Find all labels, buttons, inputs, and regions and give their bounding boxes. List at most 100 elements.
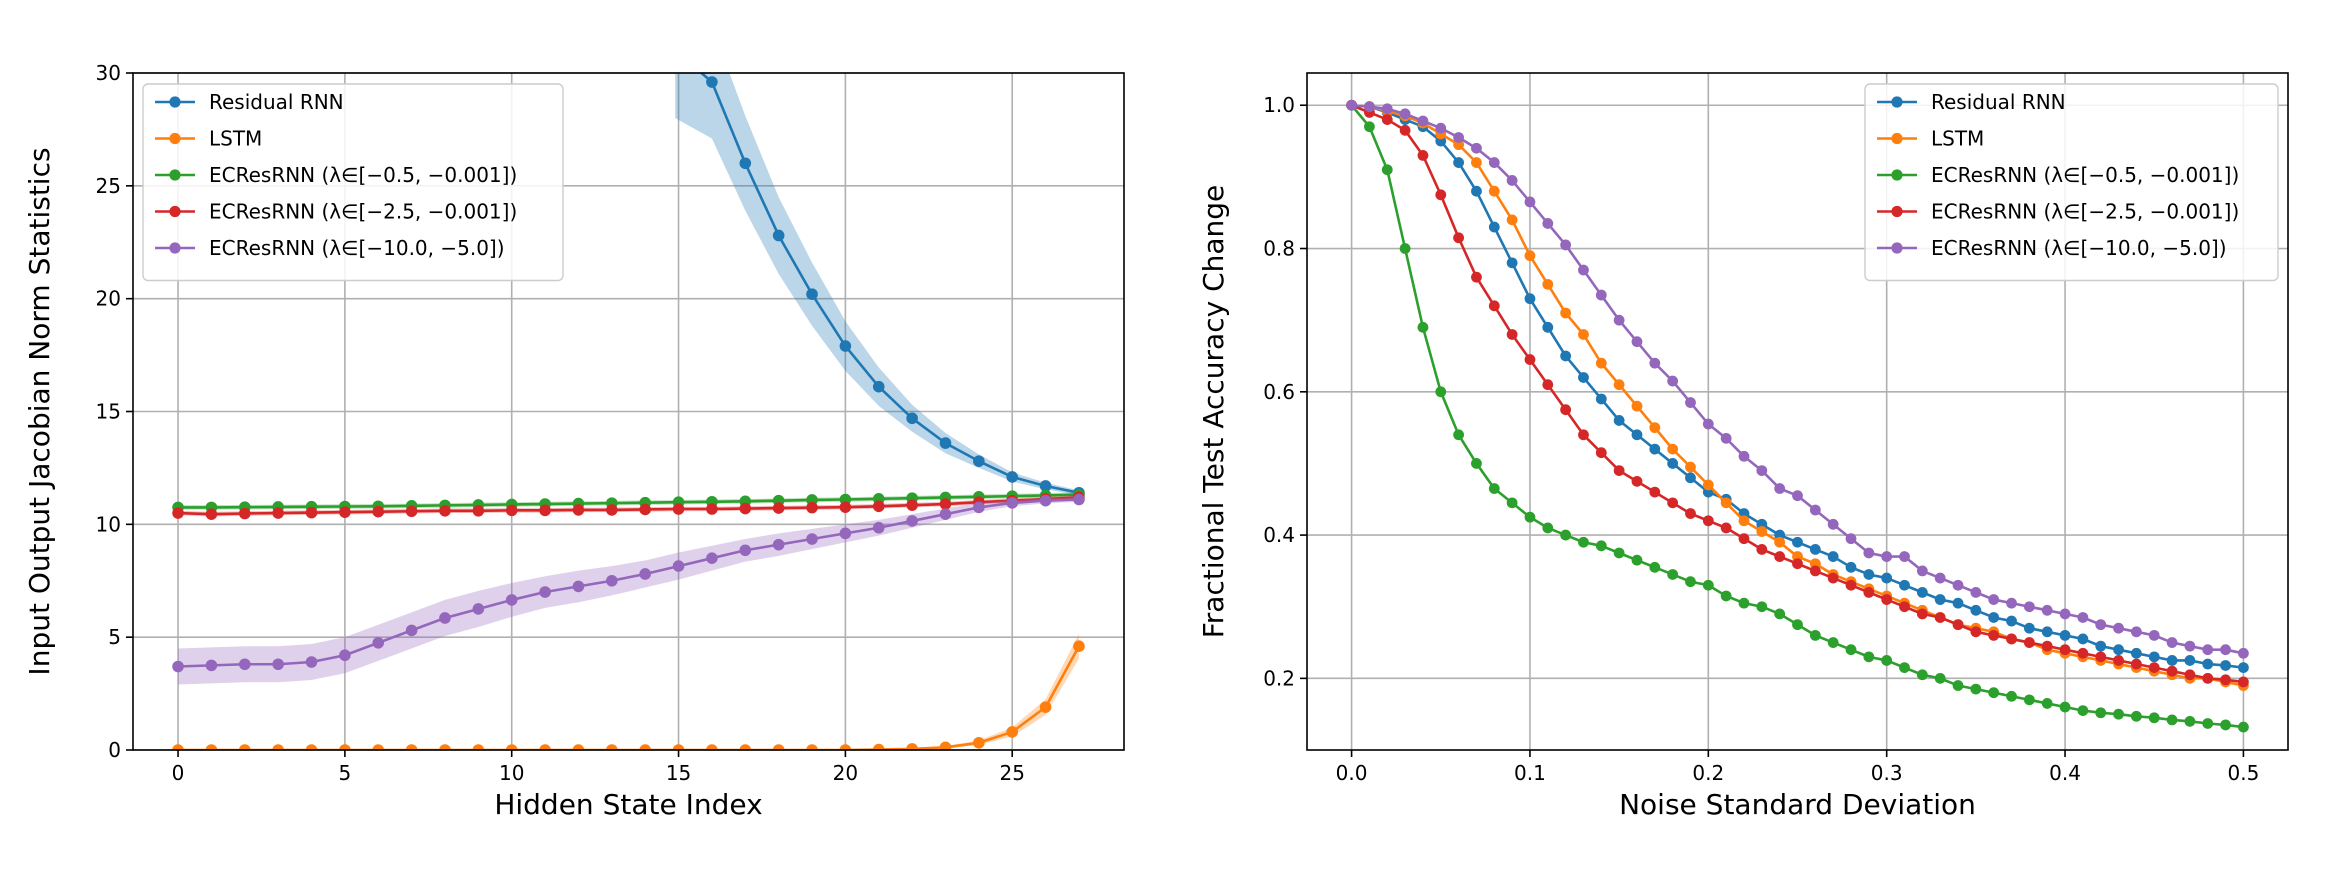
data-point xyxy=(1720,522,1732,534)
data-point xyxy=(1560,307,1572,319)
y-tick-label: 0 xyxy=(108,738,121,762)
data-point xyxy=(2202,644,2214,656)
data-point xyxy=(2113,644,2124,656)
data-point xyxy=(1881,551,1893,562)
data-point xyxy=(1524,196,1536,208)
data-point xyxy=(1613,465,1625,477)
data-point xyxy=(2184,640,2196,652)
data-point xyxy=(1613,415,1625,426)
data-point xyxy=(1560,404,1572,416)
data-point xyxy=(2148,712,2160,724)
data-point xyxy=(973,501,985,514)
data-point xyxy=(1649,561,1661,573)
data-point xyxy=(2041,640,2053,652)
data-point xyxy=(1453,132,1465,143)
data-point xyxy=(172,507,184,519)
data-point xyxy=(2166,637,2178,648)
data-point xyxy=(1471,271,1482,283)
data-point xyxy=(1488,185,1500,197)
data-point xyxy=(1899,601,1910,613)
data-point xyxy=(1667,443,1679,455)
data-point xyxy=(1952,579,1964,591)
y-tick-label: 0.8 xyxy=(1263,237,1295,261)
data-point xyxy=(1845,561,1857,573)
legend-marker xyxy=(169,169,181,181)
data-point xyxy=(2220,644,2231,656)
data-point xyxy=(1988,629,2000,641)
series-line xyxy=(178,645,1081,750)
data-point xyxy=(2166,665,2178,677)
data-point xyxy=(2077,647,2089,659)
data-point xyxy=(2059,629,2071,641)
legend-frame xyxy=(142,83,564,282)
chart-right: 0.0 0.1 0.2 0.3 0.4 0.5 0.2 0.4 0.6 0.8 1.0 Noise S… xyxy=(1197,72,2289,821)
data-point xyxy=(2238,721,2249,733)
data-point xyxy=(2059,608,2071,620)
data-point xyxy=(1952,680,1964,691)
series-line xyxy=(178,493,1079,509)
data-point xyxy=(339,649,351,662)
legend-entry: LSTM xyxy=(155,127,262,151)
data-point xyxy=(1417,149,1429,161)
data-point xyxy=(872,500,885,513)
x-axis: 0 5 10 15 20 25 xyxy=(172,750,1025,785)
data-point xyxy=(2006,597,2017,609)
data-point xyxy=(1970,683,1982,695)
data-point xyxy=(1685,576,1696,588)
data-point xyxy=(472,603,485,615)
data-point xyxy=(238,507,251,520)
data-point xyxy=(1542,379,1554,391)
data-point xyxy=(472,504,485,517)
data-point xyxy=(1881,655,1893,666)
data-point xyxy=(1845,533,1857,545)
data-point xyxy=(1631,475,1643,487)
data-point xyxy=(1560,350,1572,362)
data-point xyxy=(2006,690,2017,702)
data-point xyxy=(706,552,718,564)
data-point xyxy=(1988,687,2000,699)
legend-entry: ECResRNN (λ∈[−2.5, −0.001]) xyxy=(1877,200,2239,224)
data-point xyxy=(2238,662,2249,674)
axes-frame xyxy=(1306,72,2289,751)
data-point xyxy=(1934,572,1946,584)
data-point xyxy=(1827,551,1839,562)
data-point xyxy=(238,744,251,750)
legend-marker xyxy=(1891,205,1903,218)
data-point xyxy=(1952,619,1964,631)
data-point xyxy=(2077,705,2089,716)
data-point xyxy=(1524,250,1536,262)
data-point xyxy=(1613,547,1625,559)
x-tick-label: 20 xyxy=(833,761,858,785)
x-axis: 0.0 0.1 0.2 0.3 0.4 0.5 xyxy=(1336,750,2259,785)
data-point xyxy=(205,508,218,520)
legend-label: Residual RNN xyxy=(1931,90,2066,114)
data-point xyxy=(1381,164,1393,176)
y-axis: 0 5 10 15 20 25 30 xyxy=(96,61,133,762)
data-point xyxy=(439,504,451,517)
data-point xyxy=(939,741,952,750)
data-point xyxy=(1613,379,1625,391)
data-point xyxy=(939,508,952,520)
data-point xyxy=(2220,719,2231,731)
data-point xyxy=(405,624,418,637)
data-point xyxy=(272,744,284,750)
data-point xyxy=(1685,472,1696,484)
data-point xyxy=(839,527,852,540)
data-point xyxy=(1435,189,1447,201)
data-point xyxy=(772,744,785,750)
data-point xyxy=(1006,497,1019,509)
data-point xyxy=(606,744,618,750)
data-point xyxy=(1863,651,1875,663)
data-point xyxy=(1774,483,1786,494)
data-point xyxy=(1488,300,1500,312)
data-point xyxy=(1488,221,1500,233)
data-point xyxy=(339,744,351,750)
series-line xyxy=(178,495,1080,516)
data-point xyxy=(372,637,385,649)
data-point xyxy=(1970,604,1982,616)
series-1 xyxy=(172,633,1085,750)
data-point xyxy=(1809,565,1821,577)
data-point xyxy=(2077,633,2089,645)
legend-entry: LSTM xyxy=(1877,127,1984,151)
data-point xyxy=(1631,429,1643,441)
